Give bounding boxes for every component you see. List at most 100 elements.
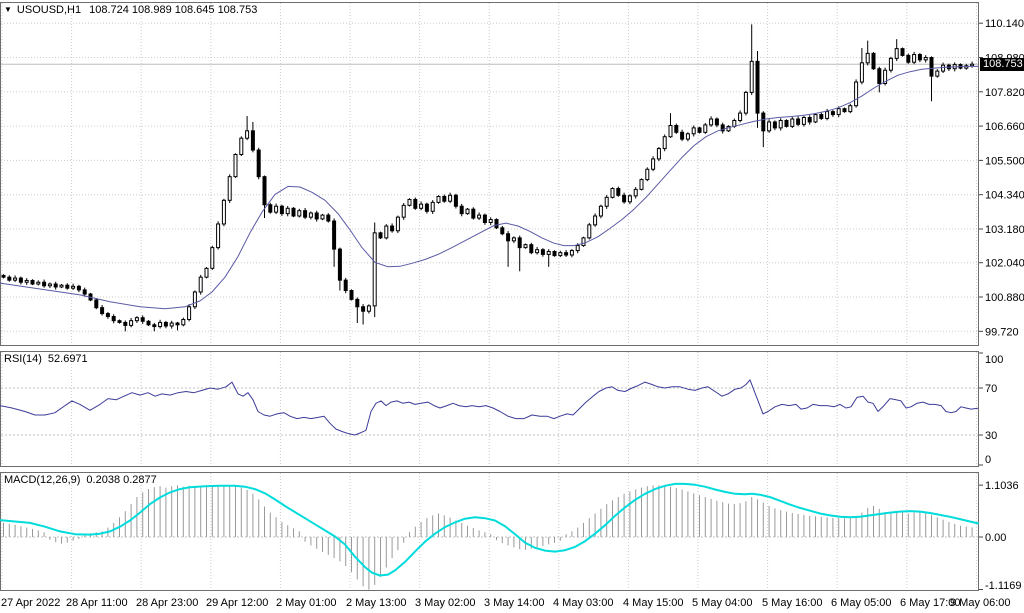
symbol-dropdown-icon[interactable]: ▼ <box>4 5 12 14</box>
candle-body <box>279 205 284 215</box>
candle-body <box>395 216 400 232</box>
candle-body <box>204 267 209 278</box>
candle-body <box>326 214 331 222</box>
candle-body <box>622 194 627 203</box>
candle-body <box>100 307 105 315</box>
candle-body <box>105 313 110 318</box>
candle-body <box>192 291 197 308</box>
candle-body <box>935 70 940 77</box>
candle-body <box>912 54 917 63</box>
time-axis-label: 5 May 16:00 <box>762 597 823 609</box>
candle-body <box>262 176 267 206</box>
candle-body <box>819 114 824 119</box>
candle-body <box>598 205 603 217</box>
candle-body <box>923 57 928 61</box>
rsi-tick-label: 0 <box>985 454 991 466</box>
candle-body <box>749 60 754 93</box>
candle-body <box>720 124 725 132</box>
candle-body <box>146 320 151 326</box>
candle-body <box>343 279 348 292</box>
candle-body <box>610 187 615 198</box>
rsi-tick-label: 70 <box>985 383 997 395</box>
candle-body <box>361 306 366 312</box>
macd-tick-label: 0.00 <box>985 532 1006 544</box>
chart-title-ohlc: 108.724 108.989 108.645 108.753 <box>89 4 258 16</box>
ma-line <box>0 65 978 310</box>
macd-tick-label: -1.1169 <box>985 580 1022 592</box>
chart-title: ▼ USOUSD,H1 108.724 108.989 108.645 108.75… <box>4 4 257 17</box>
candle-body <box>442 195 447 202</box>
candle-body <box>198 276 203 293</box>
candle-body <box>703 124 708 133</box>
candle-body <box>842 108 847 113</box>
candle-body <box>761 112 766 132</box>
candle-body <box>552 250 557 257</box>
price-tick-label: 110.140 <box>985 18 1024 30</box>
candle-body <box>755 60 760 114</box>
price-tick-label: 99.720 <box>985 326 1019 338</box>
candle-body <box>59 284 64 288</box>
price-tick-label: 104.340 <box>985 190 1024 202</box>
candle-body <box>47 283 52 287</box>
candle-body <box>482 214 487 223</box>
candle-body <box>825 111 830 119</box>
candle-body <box>883 69 888 85</box>
candle-body <box>216 223 221 249</box>
candle-body <box>639 179 644 190</box>
candle-body <box>297 210 302 217</box>
candle-body <box>848 105 853 113</box>
candle-body <box>430 201 435 212</box>
candle-body <box>581 237 586 247</box>
time-axis-label: 28 Apr 11:00 <box>66 597 128 609</box>
candle-body <box>448 194 453 202</box>
candle-body <box>674 125 679 133</box>
time-axis-label: 5 May 04:00 <box>692 597 753 609</box>
candle-body <box>593 215 598 226</box>
candle-body <box>390 225 395 232</box>
candle-body <box>813 114 818 123</box>
candle-body <box>7 276 12 281</box>
candle-body <box>645 168 650 181</box>
macd-signal-line <box>0 482 979 577</box>
macd-indicator-label: MACD(12,26,9) 0.2038 0.2877 <box>4 474 157 487</box>
candle-body <box>117 320 122 323</box>
candle-body <box>859 62 864 83</box>
time-axis-label: 4 May 03:00 <box>553 597 614 609</box>
candle-body <box>633 188 638 197</box>
candle-body <box>738 112 743 121</box>
time-axis-label: 28 Apr 23:00 <box>136 597 198 609</box>
time-axis-label: 2 May 13:00 <box>346 597 407 609</box>
candle-body <box>129 320 134 326</box>
candle-body <box>871 52 876 70</box>
candle-body <box>743 91 748 114</box>
candle-body <box>256 149 261 178</box>
candle-body <box>268 204 273 213</box>
candle-body <box>796 118 801 125</box>
candle-body <box>152 324 157 328</box>
price-tick-label: 103.180 <box>985 224 1024 236</box>
candle-body <box>94 299 99 309</box>
macd-tick-label: 1.1036 <box>985 480 1019 492</box>
candle-body <box>245 130 250 139</box>
candle-body <box>285 207 290 215</box>
rsi-indicator-label: RSI(14) 52.6971 <box>4 353 88 366</box>
candle-body <box>65 284 70 289</box>
candle-body <box>894 48 899 59</box>
candle-body <box>42 281 47 287</box>
candle-body <box>836 108 841 116</box>
time-axis-label: 3 May 14:00 <box>484 597 545 609</box>
candle-body <box>355 298 360 308</box>
candle-body <box>778 119 783 129</box>
time-axis-label: 29 Apr 12:00 <box>206 597 268 609</box>
candle-body <box>349 290 354 300</box>
candle-body <box>558 252 563 257</box>
candle-body <box>140 317 145 322</box>
candle-body <box>714 118 719 126</box>
candle-body <box>807 117 812 123</box>
candle-body <box>210 247 215 269</box>
candle-body <box>917 54 922 61</box>
rsi-line <box>0 379 979 436</box>
time-axis-label: 4 May 15:00 <box>623 597 684 609</box>
candle-body <box>830 111 835 116</box>
